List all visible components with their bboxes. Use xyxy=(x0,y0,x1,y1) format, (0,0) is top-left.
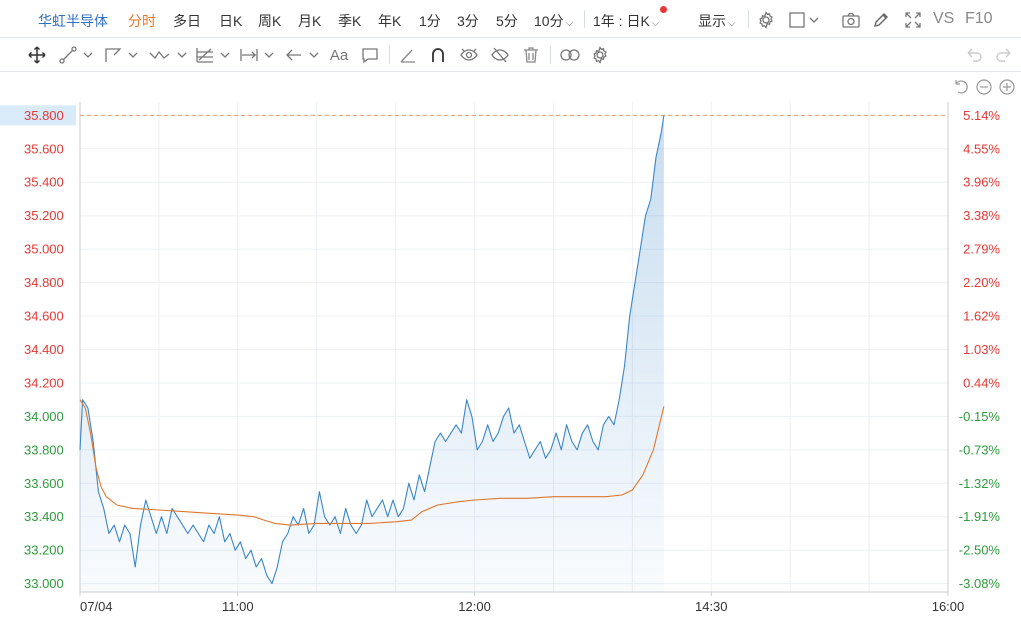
price-area xyxy=(80,115,664,593)
y-tick-label-price: 35.800 xyxy=(24,108,64,123)
y-tick-label-pct: 1.03% xyxy=(963,342,1000,357)
y-tick-label-price: 35.400 xyxy=(24,175,64,190)
price-line xyxy=(79,115,665,585)
y-tick-label-pct: -2.50% xyxy=(959,543,1001,558)
window-icon[interactable] xyxy=(787,9,823,31)
vs-compare-button[interactable]: VS xyxy=(933,10,955,27)
chevron-down-icon: ⌵ xyxy=(728,18,736,29)
display-label: 显示 xyxy=(698,13,726,29)
tab-3min[interactable]: 3分 xyxy=(457,13,479,29)
f10-button[interactable]: F10 xyxy=(965,10,993,27)
tab-10min-dropdown[interactable]: 10分 ⌵ xyxy=(534,11,573,31)
undo-icon[interactable] xyxy=(963,44,985,66)
chart-corner-controls xyxy=(955,79,1015,95)
line-segment-icon[interactable] xyxy=(58,44,94,66)
notification-dot xyxy=(660,6,667,13)
gear-icon[interactable] xyxy=(755,9,777,31)
y-tick-label-pct: 2.20% xyxy=(963,275,1000,290)
y-tick-label-pct: -1.91% xyxy=(959,509,1001,524)
zoom-in-icon[interactable] xyxy=(999,79,1015,95)
measure-range-icon[interactable] xyxy=(239,44,275,66)
divider xyxy=(748,10,749,28)
fibonacci-icon[interactable] xyxy=(195,44,231,66)
pencil-icon[interactable] xyxy=(870,9,892,31)
tab-yearly-k[interactable]: 年K xyxy=(378,13,402,29)
axis-labels: 35.800 5.14% 35.600 4.55% 35.400 3.96% 35.200 3… xyxy=(0,105,1000,614)
redo-icon[interactable] xyxy=(993,44,1015,66)
y-tick-label-price: 33.200 xyxy=(24,543,64,558)
y-tick-label-price: 34.800 xyxy=(24,275,64,290)
divider xyxy=(550,46,551,64)
intraday-chart[interactable]: 35.800 5.14% 35.600 4.55% 35.400 3.96% 35.200 3… xyxy=(0,72,1021,624)
tab-monthly-k[interactable]: 月K xyxy=(298,13,322,29)
period-select[interactable]: 1年 : 日K ⌵ xyxy=(593,11,659,31)
x-tick-label: 07/04 xyxy=(80,599,113,614)
text-tool-icon[interactable]: Aa xyxy=(329,46,349,64)
y-tick-label-price: 34.000 xyxy=(24,409,64,424)
tab-quarterly-k[interactable]: 季K xyxy=(338,13,362,29)
arrow-left-icon[interactable] xyxy=(284,44,320,66)
y-tick-label-price: 33.000 xyxy=(24,576,64,591)
fullscreen-icon[interactable] xyxy=(902,9,924,31)
tab-weekly-k[interactable]: 周K xyxy=(258,13,282,29)
price-highlight-tag xyxy=(0,105,76,126)
comment-icon[interactable] xyxy=(359,44,381,66)
y-tick-label-price: 35.000 xyxy=(24,242,64,257)
y-tick-label-pct: 1.62% xyxy=(963,309,1000,324)
move-cross-icon[interactable] xyxy=(26,44,48,66)
y-tick-label-pct: 3.96% xyxy=(963,175,1000,190)
gear-icon[interactable] xyxy=(589,44,611,66)
hide-icon[interactable] xyxy=(489,44,511,66)
y-tick-label-pct: -0.73% xyxy=(959,442,1001,457)
y-tick-label-price: 33.400 xyxy=(24,509,64,524)
y-tick-label-pct: 5.14% xyxy=(963,108,1000,123)
trash-icon[interactable] xyxy=(520,44,542,66)
tab-intraday[interactable]: 分时 xyxy=(128,13,156,29)
reset-icon[interactable] xyxy=(955,80,968,94)
y-tick-label-pct: -0.15% xyxy=(959,409,1001,424)
price-area-fill xyxy=(80,115,664,593)
y-tick-label-price: 35.200 xyxy=(24,208,64,223)
y-tick-label-pct: 4.55% xyxy=(963,141,1000,156)
x-tick-label: 11:00 xyxy=(222,599,254,614)
magnet-icon[interactable] xyxy=(427,44,449,66)
y-tick-label-price: 33.600 xyxy=(24,476,64,491)
average-price-line xyxy=(79,399,665,526)
y-tick-label-pct: 2.79% xyxy=(963,242,1000,257)
x-tick-label: 14:30 xyxy=(695,599,728,614)
tab-5min[interactable]: 5分 xyxy=(496,13,518,29)
y-tick-label-pct: 3.38% xyxy=(963,208,1000,223)
chevron-down-icon: ⌵ xyxy=(651,18,660,29)
zoom-out-icon[interactable] xyxy=(976,79,992,95)
y-tick-label-pct: -3.08% xyxy=(959,576,1001,591)
series xyxy=(79,115,665,585)
drawing-toolbar: Aa xyxy=(0,38,1021,72)
divider xyxy=(584,10,585,28)
ruler-angle-icon[interactable] xyxy=(397,44,419,66)
x-tick-label: 16:00 xyxy=(932,599,965,614)
tab-1min[interactable]: 1分 xyxy=(419,13,441,29)
link-icon[interactable] xyxy=(557,44,583,66)
stock-name[interactable]: 华虹半导体 xyxy=(38,13,108,29)
camera-icon[interactable] xyxy=(840,9,862,31)
chevron-down-icon: ⌵ xyxy=(565,18,574,29)
y-tick-label-price: 33.800 xyxy=(24,442,64,457)
tab-10min-label: 10分 xyxy=(534,13,564,29)
y-tick-label-pct: -1.32% xyxy=(959,476,1001,491)
x-tick-label: 12:00 xyxy=(458,599,491,614)
polygon-draw-icon[interactable] xyxy=(103,44,139,66)
tab-daily-k[interactable]: 日K xyxy=(219,13,243,29)
top-bar: 华虹半导体 分时 多日 日K 周K 月K 季K 年K 1分 3分 5分 10分 ⌵… xyxy=(0,0,1021,38)
y-tick-label-price: 34.200 xyxy=(24,375,64,390)
tab-multi-day[interactable]: 多日 xyxy=(173,13,201,29)
y-tick-label-price: 35.600 xyxy=(24,141,64,156)
y-tick-label-price: 34.400 xyxy=(24,342,64,357)
period-select-label: 1年 : 日K xyxy=(593,13,650,29)
display-dropdown[interactable]: 显示 ⌵ xyxy=(698,11,736,31)
eye-toggle-icon[interactable] xyxy=(458,44,480,66)
y-tick-label-pct: 0.44% xyxy=(963,375,1000,390)
y-tick-label-price: 34.600 xyxy=(24,309,64,324)
divider xyxy=(389,46,390,64)
wave-line-icon[interactable] xyxy=(148,44,188,66)
